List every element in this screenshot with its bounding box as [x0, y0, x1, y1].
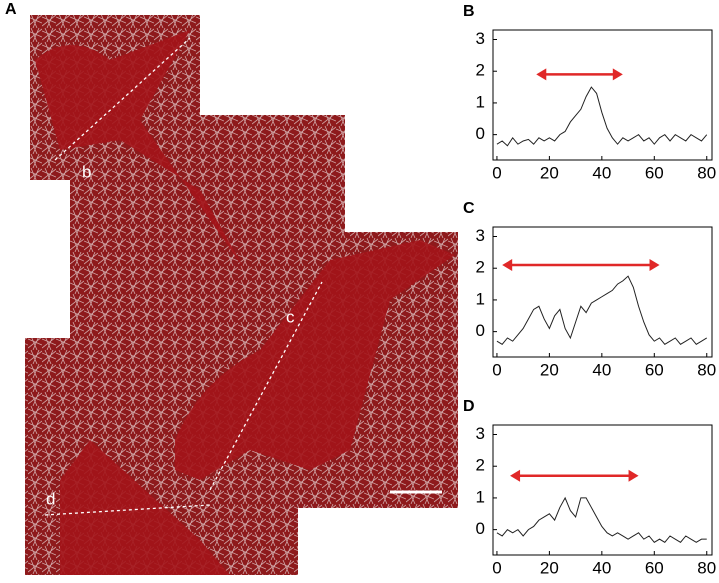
x-tick-label: 60 [645, 558, 664, 577]
plot-frame [492, 226, 713, 358]
arrow-head [510, 469, 521, 482]
panel-label: D [463, 398, 475, 415]
arrow-head [628, 469, 639, 482]
x-tick-label: 20 [540, 360, 559, 379]
x-tick-label: 20 [540, 558, 559, 577]
line-marker: d [46, 489, 55, 508]
data-line [496, 86, 708, 147]
arrow-head [502, 259, 513, 272]
x-tick-label: 40 [592, 558, 611, 577]
panel-label: B [463, 3, 475, 20]
y-tick-label: 1 [476, 92, 485, 111]
plot-frame [492, 29, 713, 161]
y-tick-label: 0 [476, 321, 485, 340]
x-tick-label: 20 [540, 163, 559, 182]
arrow-head [612, 68, 623, 81]
y-tick-label: 0 [476, 519, 485, 538]
panel-label: C [463, 200, 475, 217]
x-tick-label: 80 [697, 163, 716, 182]
x-tick-label: 60 [645, 163, 664, 182]
micrograph [25, 15, 458, 575]
data-line [496, 496, 707, 543]
y-tick-label: 2 [476, 61, 485, 80]
x-tick-label: 80 [697, 558, 716, 577]
plot-frame [492, 424, 713, 556]
y-tick-label: 2 [476, 258, 485, 277]
y-tick-label: 2 [476, 456, 485, 475]
x-tick-label: 80 [697, 360, 716, 379]
y-tick-label: 3 [476, 29, 485, 48]
arrow-head [649, 259, 660, 272]
x-tick-label: 40 [592, 360, 611, 379]
x-tick-label: 0 [492, 360, 501, 379]
y-tick-label: 0 [476, 124, 485, 143]
y-tick-label: 3 [476, 424, 485, 443]
x-tick-label: 0 [492, 558, 501, 577]
y-tick-label: 1 [476, 487, 485, 506]
arrow-head [536, 68, 547, 81]
line-marker: c [286, 307, 295, 326]
y-tick-label: 3 [476, 226, 485, 245]
x-tick-label: 40 [592, 163, 611, 182]
x-tick-label: 0 [492, 163, 501, 182]
line-marker: b [82, 162, 91, 181]
y-tick-label: 1 [476, 289, 485, 308]
data-line [496, 275, 708, 345]
x-tick-label: 60 [645, 360, 664, 379]
panel-label: A [5, 1, 17, 18]
